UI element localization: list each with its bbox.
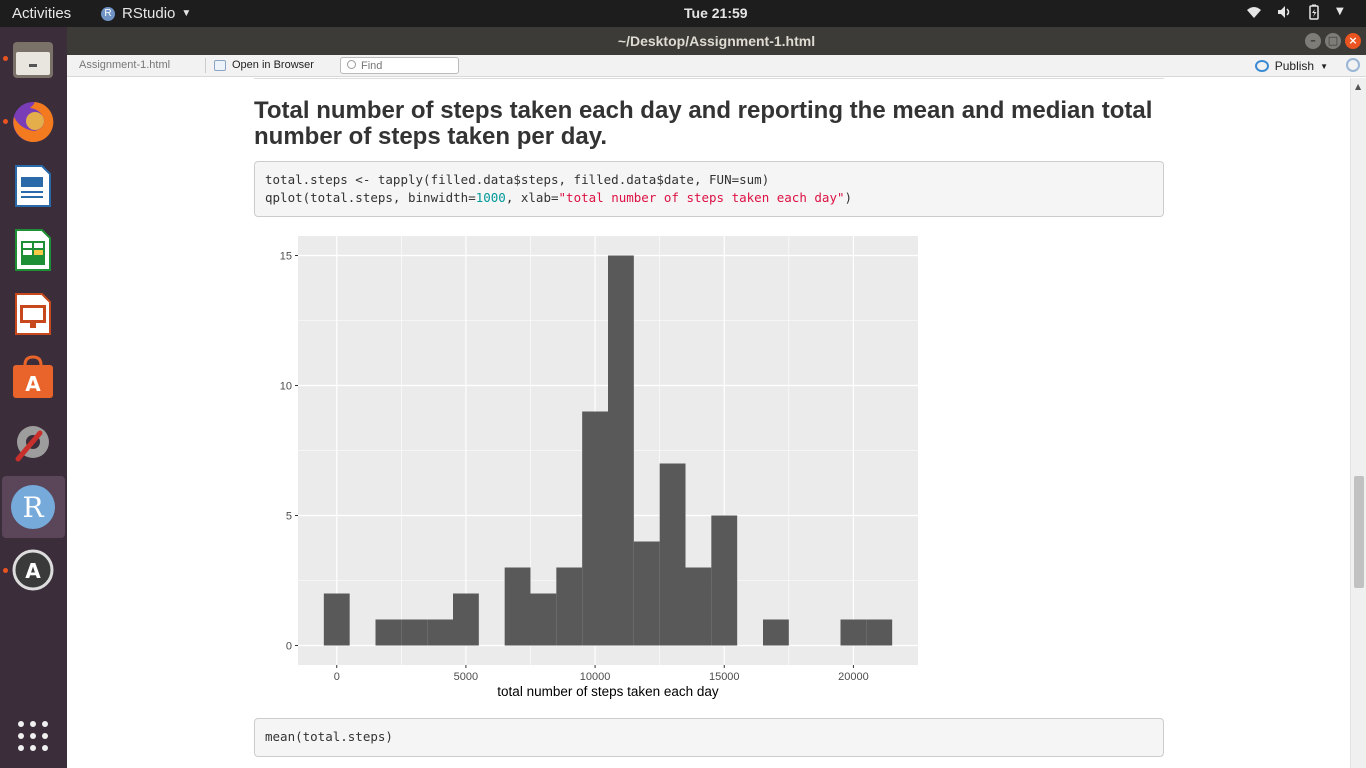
histogram-bar: [556, 567, 583, 646]
software-center-icon[interactable]: A: [10, 355, 56, 401]
y-tick-label: 15: [280, 251, 292, 263]
rstudio-app-icon: R: [101, 6, 115, 21]
code-line: mean(total.steps): [265, 729, 393, 744]
system-top-bar: Activities R RStudio ▼ Tue 21:59 ▼: [0, 0, 1366, 27]
clock[interactable]: Tue 21:59: [684, 5, 748, 21]
window-titlebar[interactable]: ~/Desktop/Assignment-1.html – □ ×: [67, 27, 1366, 55]
histogram-bar: [840, 619, 867, 646]
app-menu-label: RStudio: [122, 5, 176, 22]
code-block: mean(total.steps): [254, 718, 1164, 757]
y-tick-label: 0: [286, 641, 292, 653]
horizontal-rule: [254, 78, 1164, 79]
x-tick-label: 20000: [838, 671, 869, 683]
histogram-bar: [866, 619, 893, 646]
code-line: qplot(total.steps, binwidth=1000, xlab="…: [265, 190, 852, 205]
scrollbar-thumb[interactable]: [1354, 476, 1364, 588]
svg-text:A: A: [25, 372, 41, 396]
open-in-browser-button[interactable]: Open in Browser: [214, 59, 314, 71]
maximize-button[interactable]: □: [1325, 33, 1341, 49]
x-axis-label: total number of steps taken each day: [497, 684, 719, 699]
minimize-button[interactable]: –: [1305, 33, 1321, 49]
code-line: total.steps <- tapply(filled.data$steps,…: [265, 172, 770, 187]
chevron-down-icon: ▼: [1320, 61, 1328, 71]
refresh-icon[interactable]: [1346, 58, 1360, 72]
scroll-up-arrow-icon[interactable]: ▲: [1355, 82, 1362, 91]
power-menu-chevron-icon: ▼: [1336, 6, 1344, 17]
svg-text:R: R: [22, 491, 44, 524]
publish-label: Publish: [1274, 59, 1315, 73]
updater-icon[interactable]: A: [10, 547, 56, 593]
histogram-bar: [633, 541, 660, 646]
browser-icon: [214, 59, 226, 71]
running-indicator: [3, 568, 8, 573]
viewer-toolbar: Assignment-1.html Open in Browser Publis…: [67, 55, 1366, 77]
histogram-bar: [659, 463, 686, 646]
histogram-bar: [685, 567, 712, 646]
publish-icon: [1254, 60, 1269, 72]
histogram-bar: [608, 255, 634, 646]
histogram-bar: [375, 619, 402, 646]
rstudio-active-slot[interactable]: R: [2, 476, 65, 538]
chevron-down-icon: ▼: [181, 8, 192, 19]
histogram-bar: [763, 619, 789, 646]
histogram-bar: [504, 567, 531, 646]
launcher-dock: A R A: [0, 27, 67, 768]
running-indicator: [3, 119, 8, 124]
settings-icon[interactable]: [10, 419, 56, 465]
code-text: ): [844, 190, 853, 205]
battery-icon: [1306, 4, 1322, 20]
histogram-bar: [530, 593, 557, 646]
app-menu[interactable]: R RStudio ▼: [101, 5, 191, 22]
code-string: "total number of steps taken each day": [558, 190, 845, 205]
code-text: qplot(total.steps, binwidth=: [265, 190, 476, 205]
window-title: ~/Desktop/Assignment-1.html: [617, 33, 816, 49]
histogram-bar: [401, 619, 428, 646]
files-icon[interactable]: [10, 37, 56, 83]
running-indicator: [3, 56, 8, 61]
writer-icon[interactable]: [10, 163, 56, 209]
code-block: total.steps <- tapply(filled.data$steps,…: [254, 161, 1164, 217]
search-icon: [347, 60, 356, 69]
histogram-chart: 0 5 10 15 0 5000 10000 15000 20000 total number o…: [280, 236, 918, 699]
x-tick-label: 15000: [709, 671, 740, 683]
histogram-bar: [453, 593, 479, 646]
vertical-scrollbar[interactable]: ▲: [1350, 78, 1366, 768]
volume-icon: [1276, 4, 1292, 20]
svg-text:A: A: [25, 559, 41, 583]
activities-button[interactable]: Activities: [12, 5, 72, 22]
histogram-bar: [582, 411, 608, 646]
y-tick-label: 10: [280, 381, 292, 393]
code-number: 1000: [475, 190, 506, 205]
calc-icon[interactable]: [10, 227, 56, 273]
histogram-bar: [427, 619, 453, 646]
publish-button[interactable]: Publish ▼: [1254, 59, 1328, 73]
toolbar-divider: [205, 58, 206, 73]
system-tray[interactable]: ▼: [1246, 4, 1352, 20]
section-heading: Total number of steps taken each day and…: [254, 97, 1153, 150]
code-text: , xlab=: [505, 190, 559, 205]
histogram-bar: [323, 593, 350, 646]
impress-icon[interactable]: [10, 291, 56, 337]
file-name-label: Assignment-1.html: [79, 59, 171, 71]
histogram-bar: [711, 515, 738, 646]
show-apps-icon[interactable]: [10, 713, 56, 759]
x-tick-label: 10000: [580, 671, 611, 683]
y-tick-label: 5: [286, 511, 292, 523]
firefox-icon[interactable]: [10, 99, 56, 145]
x-tick-label: 5000: [454, 671, 478, 683]
close-button[interactable]: ×: [1345, 33, 1361, 49]
open-in-browser-label: Open in Browser: [232, 59, 314, 71]
find-input[interactable]: [340, 57, 459, 74]
wifi-icon: [1246, 4, 1262, 20]
x-tick-label: 0: [334, 671, 340, 683]
